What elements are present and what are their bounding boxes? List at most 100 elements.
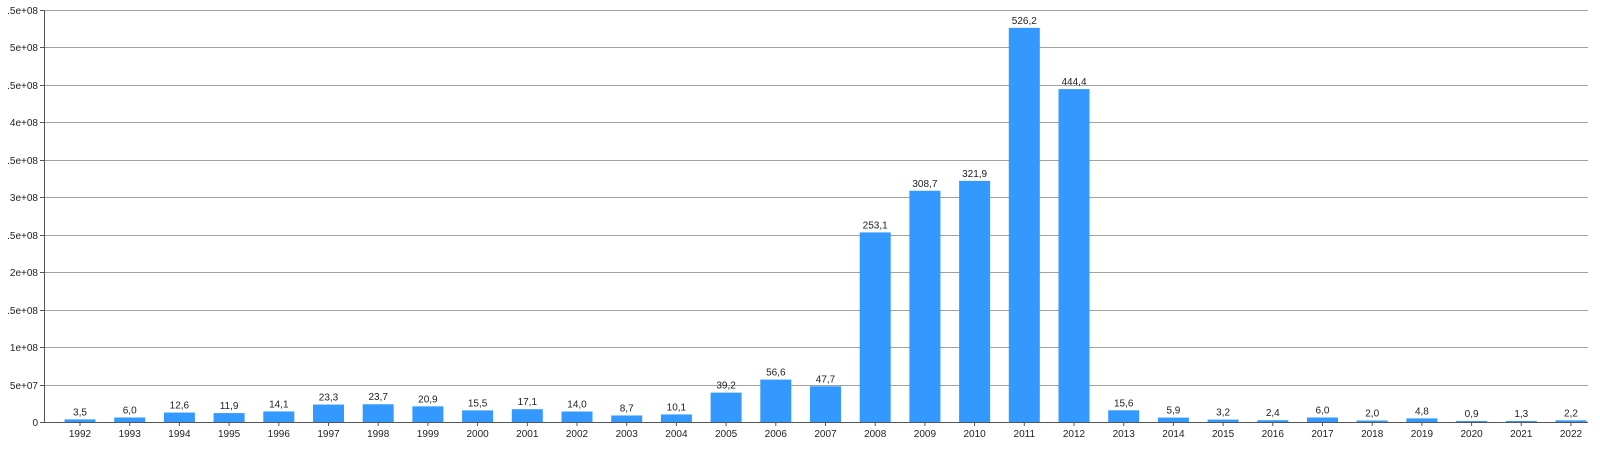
data-label: 6,0 <box>1316 406 1330 417</box>
x-tick-label: 1998 <box>367 429 390 440</box>
y-tick-label: .5e+08 <box>7 6 38 17</box>
x-tick-label: 2006 <box>765 429 788 440</box>
data-label: 4,8 <box>1415 406 1429 417</box>
bar <box>1555 420 1587 422</box>
bar <box>710 392 742 422</box>
bar <box>1157 417 1189 422</box>
bar <box>859 232 891 422</box>
data-label: 321,9 <box>962 169 987 180</box>
bar <box>213 413 245 422</box>
data-label: 0,9 <box>1465 409 1479 420</box>
y-tick-label: 5e+08 <box>10 43 39 54</box>
bar <box>1307 417 1338 422</box>
bar <box>611 415 643 422</box>
bar <box>1108 410 1140 422</box>
bar <box>909 190 941 422</box>
data-label: 253,1 <box>863 220 888 231</box>
y-tick-label: 2e+08 <box>10 268 39 279</box>
data-label: 5,9 <box>1166 406 1180 417</box>
data-label: 23,7 <box>368 392 388 403</box>
data-label: 3,2 <box>1216 408 1230 419</box>
x-tick-label: 2013 <box>1113 429 1136 440</box>
x-tick-label: 2004 <box>665 429 688 440</box>
data-label: 3,5 <box>73 407 87 418</box>
x-tick-label: 2022 <box>1560 429 1583 440</box>
x-tick-label: 2000 <box>466 429 489 440</box>
x-tick-label: 2016 <box>1262 429 1285 440</box>
data-label: 14,1 <box>269 399 289 410</box>
bar <box>511 409 543 422</box>
data-label: 1,3 <box>1514 409 1528 420</box>
x-tick-label: 1995 <box>218 429 241 440</box>
x-tick-label: 2010 <box>963 429 986 440</box>
bar <box>313 404 344 422</box>
x-axis-ticks: 1992 1993 1994 1995 1996 1997 1998 1999 2000 2001… <box>69 422 1583 440</box>
x-tick-label: 2002 <box>566 429 589 440</box>
y-tick-label: 1e+08 <box>10 343 39 354</box>
x-tick-label: 1992 <box>69 429 92 440</box>
bars <box>64 27 1587 422</box>
bar <box>660 414 692 422</box>
y-tick-label: 0 <box>32 418 38 429</box>
data-label: 14,0 <box>567 400 587 411</box>
y-tick-label: .5e+08 <box>7 156 38 167</box>
bar <box>462 410 494 422</box>
bar <box>959 180 991 422</box>
bar <box>412 406 444 422</box>
grid-lines <box>44 10 1588 386</box>
data-label: 8,7 <box>620 403 634 414</box>
x-tick-label: 2012 <box>1063 429 1086 440</box>
x-tick-label: 2018 <box>1361 429 1384 440</box>
data-label: 17,1 <box>518 397 538 408</box>
bar <box>1505 421 1537 422</box>
x-tick-label: 2009 <box>914 429 937 440</box>
x-tick-label: 2003 <box>616 429 639 440</box>
bar <box>561 411 593 422</box>
x-tick-label: 2007 <box>814 429 837 440</box>
bar <box>1356 420 1388 422</box>
x-tick-label: 2008 <box>864 429 887 440</box>
bar <box>263 411 295 422</box>
data-label: 47,7 <box>816 374 836 385</box>
data-label: 12,6 <box>170 401 190 412</box>
x-tick-label: 2015 <box>1212 429 1235 440</box>
data-label: 15,6 <box>1114 398 1134 409</box>
x-tick-label: 2014 <box>1162 429 1185 440</box>
x-tick-label: 1996 <box>268 429 291 440</box>
bar <box>1257 420 1289 422</box>
data-label: 11,9 <box>220 401 239 412</box>
data-label: 6,0 <box>123 406 137 417</box>
bar <box>1058 89 1090 422</box>
bar <box>1207 419 1239 422</box>
y-tick-label: .5e+08 <box>7 231 38 242</box>
bar <box>1456 421 1488 422</box>
x-tick-label: 1994 <box>168 429 191 440</box>
bar <box>1008 27 1040 422</box>
data-label: 15,5 <box>468 398 488 409</box>
bar <box>64 419 96 422</box>
data-label: 56,6 <box>766 368 786 379</box>
bar <box>760 379 792 422</box>
y-axis-ticks: 0 5e+07 1e+08 .5e+08 2e+08 .5e+08 3e+08 .5e+08 4… <box>7 6 44 429</box>
data-label: 308,7 <box>912 179 937 190</box>
bar <box>362 404 394 422</box>
x-tick-label: 2017 <box>1311 429 1334 440</box>
data-label: 2,4 <box>1266 408 1280 419</box>
data-label: 10,1 <box>667 402 687 413</box>
y-tick-label: .5e+08 <box>7 306 38 317</box>
bar <box>810 386 841 422</box>
bar <box>163 412 195 422</box>
x-tick-label: 2001 <box>516 429 539 440</box>
x-tick-label: 2019 <box>1411 429 1434 440</box>
data-label: 444,4 <box>1061 77 1086 88</box>
data-label: 20,9 <box>418 394 438 405</box>
y-tick-label: 3e+08 <box>10 193 39 204</box>
bar <box>114 417 146 422</box>
x-tick-label: 2020 <box>1460 429 1483 440</box>
data-label: 39,2 <box>716 381 736 392</box>
x-tick-label: 1993 <box>119 429 142 440</box>
x-tick-label: 2005 <box>715 429 738 440</box>
y-tick-label: 5e+07 <box>10 381 39 392</box>
